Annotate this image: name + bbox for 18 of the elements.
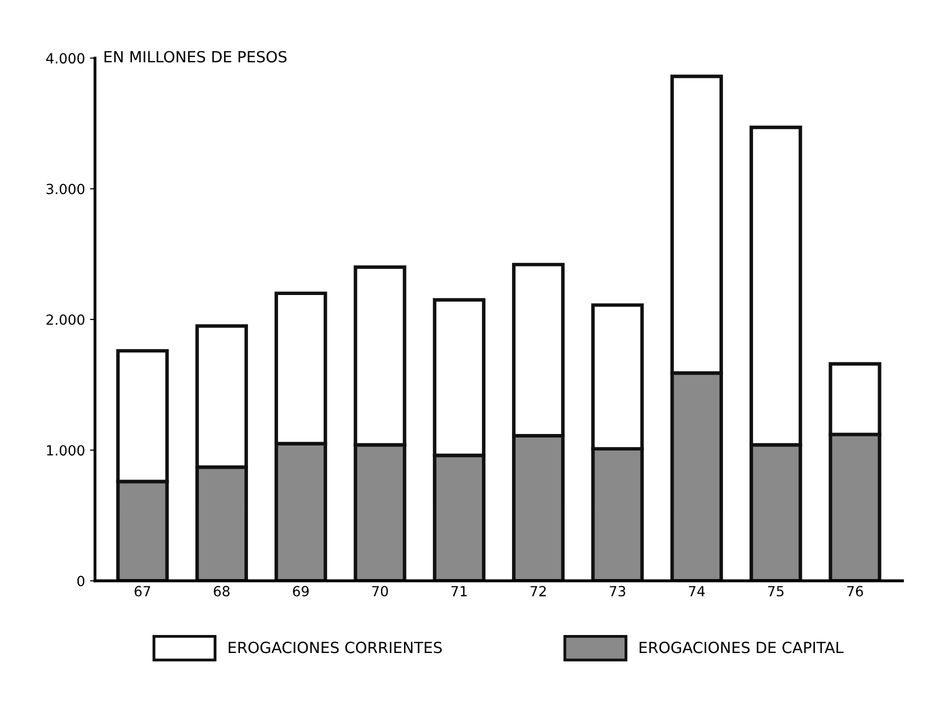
x-tick-label: 72 — [530, 586, 546, 596]
y-tick-label: 4.000 — [46, 53, 84, 64]
legend-label: EROGACIONES CORRIENTES — [228, 642, 442, 654]
x-tick-label: 70 — [372, 586, 388, 596]
y-tick-label: 2.000 — [46, 314, 84, 325]
y-axis-title: EN MILLONES DE PESOS — [104, 50, 287, 63]
y-tick-label: 0 — [77, 576, 84, 586]
x-tick-label: 69 — [292, 586, 309, 596]
y-tick-label: 1.000 — [47, 445, 84, 456]
legend-label: EROGACIONES DE CAPITAL — [640, 642, 844, 654]
x-tick-label: 74 — [688, 586, 705, 596]
x-tick-label: 67 — [134, 586, 150, 596]
x-tick-label: 76 — [847, 586, 863, 596]
y-tick-label: 3.000 — [46, 184, 84, 194]
x-tick-label: 75 — [768, 586, 784, 596]
x-tick-label: 68 — [214, 586, 230, 596]
x-tick-label: 73 — [610, 586, 626, 596]
x-tick-label: 71 — [451, 586, 467, 596]
